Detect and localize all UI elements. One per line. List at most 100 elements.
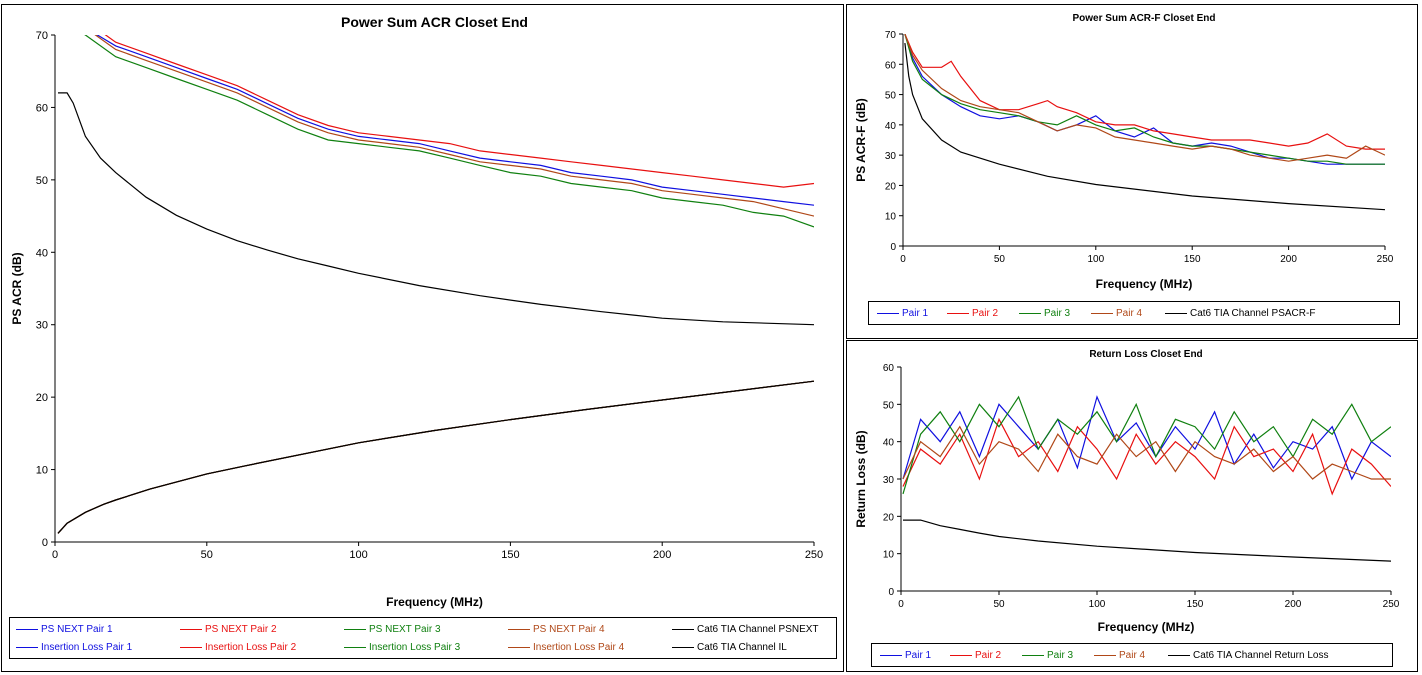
legend-item: Pair 3 bbox=[1019, 308, 1070, 319]
series-line-pair-1 bbox=[904, 34, 1385, 165]
legend-item: Cat6 TIA Channel PSNEXT bbox=[672, 624, 819, 635]
legend-item: Cat6 TIA Channel IL bbox=[672, 642, 787, 653]
x-tick-label: 0 bbox=[52, 549, 58, 561]
y-tick-label: 70 bbox=[36, 30, 48, 42]
x-axis-label: Frequency (MHz) bbox=[386, 595, 483, 609]
series-line-cat6-tia-channel-psacr-f bbox=[904, 43, 1385, 211]
x-tick-label: 50 bbox=[994, 254, 1006, 265]
legend-swatch bbox=[877, 313, 899, 314]
legend-item: Pair 4 bbox=[1094, 650, 1145, 661]
chart-title: Power Sum ACR-F Closet End bbox=[1073, 13, 1216, 24]
series-line-pair-2 bbox=[904, 34, 1385, 150]
series-line-ps-next-pair-1 bbox=[96, 35, 814, 206]
legend-swatch bbox=[344, 629, 366, 630]
chart-title: Return Loss Closet End bbox=[1089, 349, 1202, 360]
y-tick-label: 60 bbox=[883, 363, 895, 374]
y-axis-label: PS ACR (dB) bbox=[10, 252, 24, 324]
legend-swatch bbox=[1168, 655, 1190, 656]
series-line-insertion-loss-pair-3 bbox=[57, 380, 814, 534]
y-tick-label: 50 bbox=[885, 91, 897, 102]
legend-swatch bbox=[880, 655, 902, 656]
y-tick-label: 30 bbox=[885, 151, 897, 162]
legend-item: Pair 2 bbox=[947, 308, 998, 319]
legend-swatch bbox=[1022, 655, 1044, 656]
x-tick-label: 250 bbox=[1377, 254, 1394, 265]
y-tick-label: 10 bbox=[36, 465, 48, 477]
legend-swatch bbox=[508, 647, 530, 648]
y-tick-label: 40 bbox=[36, 247, 48, 259]
x-tick-label: 100 bbox=[1087, 254, 1104, 265]
y-tick-label: 50 bbox=[883, 400, 895, 411]
legend-swatch bbox=[508, 629, 530, 630]
y-tick-label: 50 bbox=[36, 175, 48, 187]
legend-swatch bbox=[344, 647, 366, 648]
legend-swatch bbox=[1019, 313, 1041, 314]
acrf-chart: Power Sum ACR-F Closet End 0 10 20 30 40 50 60 7… bbox=[854, 13, 1394, 291]
y-tick-label: 40 bbox=[883, 438, 895, 449]
x-tick-label: 50 bbox=[993, 599, 1005, 610]
series-line-cat6-tia-channel-il bbox=[57, 380, 814, 534]
x-tick-label: 0 bbox=[900, 254, 906, 265]
series-line-pair-1 bbox=[902, 395, 1391, 481]
legend-swatch bbox=[180, 647, 202, 648]
legend-label: PS NEXT Pair 4 bbox=[533, 624, 605, 635]
legend-label: Pair 2 bbox=[975, 650, 1002, 661]
legend-label: Insertion Loss Pair 3 bbox=[369, 642, 461, 653]
legend-swatch bbox=[1094, 655, 1116, 656]
legend-swatch bbox=[16, 647, 38, 648]
x-axis-label: Frequency (MHz) bbox=[1096, 277, 1193, 291]
legend-swatch bbox=[16, 629, 38, 630]
legend-item: Pair 1 bbox=[880, 650, 931, 661]
series-line-insertion-loss-pair-2 bbox=[57, 380, 814, 534]
x-tick-label: 150 bbox=[1184, 254, 1201, 265]
legend-swatch bbox=[947, 313, 969, 314]
legend-label: Cat6 TIA Channel PSNEXT bbox=[697, 624, 819, 635]
series-line-ps-next-pair-4 bbox=[94, 35, 814, 217]
legend-item: Pair 1 bbox=[877, 308, 928, 319]
y-tick-label: 0 bbox=[888, 587, 894, 598]
legend-label: Pair 4 bbox=[1119, 650, 1146, 661]
legend-swatch bbox=[672, 629, 694, 630]
legend-item: Pair 4 bbox=[1091, 308, 1142, 319]
legend-item: PS NEXT Pair 4 bbox=[508, 624, 605, 635]
x-tick-label: 200 bbox=[1280, 254, 1297, 265]
y-tick-label: 30 bbox=[883, 475, 895, 486]
legend-item: Cat6 TIA Channel PSACR-F bbox=[1165, 308, 1315, 319]
legend-item: Insertion Loss Pair 2 bbox=[180, 642, 296, 653]
acrf-chart-panel: Power Sum ACR-F Closet End 0 10 20 30 40 50 60 7… bbox=[846, 4, 1418, 339]
y-tick-label: 0 bbox=[42, 537, 48, 549]
legend-label: PS NEXT Pair 3 bbox=[369, 624, 441, 635]
legend-swatch bbox=[672, 647, 694, 648]
legend-item: PS NEXT Pair 1 bbox=[16, 624, 113, 635]
y-tick-label: 40 bbox=[885, 121, 897, 132]
y-tick-label: 0 bbox=[890, 242, 896, 253]
x-tick-label: 100 bbox=[349, 549, 367, 561]
rl-chart: Return Loss Closet End 0 10 20 30 40 50 60 0 50 10… bbox=[854, 349, 1400, 634]
x-tick-label: 0 bbox=[898, 599, 904, 610]
series-line-pair-3 bbox=[902, 395, 1391, 495]
y-tick-label: 10 bbox=[885, 212, 897, 223]
y-tick-label: 20 bbox=[883, 512, 895, 523]
x-tick-label: 50 bbox=[201, 549, 213, 561]
y-tick-label: 70 bbox=[885, 30, 897, 41]
y-tick-label: 20 bbox=[36, 392, 48, 404]
legend-swatch bbox=[1091, 313, 1113, 314]
legend-item: Cat6 TIA Channel Return Loss bbox=[1168, 650, 1328, 661]
y-tick-label: 10 bbox=[883, 550, 895, 561]
x-tick-label: 250 bbox=[1383, 599, 1400, 610]
series-line-ps-next-pair-2 bbox=[104, 35, 814, 188]
legend-item: Pair 3 bbox=[1022, 650, 1073, 661]
legend-swatch bbox=[1165, 313, 1187, 314]
legend-item: PS NEXT Pair 2 bbox=[180, 624, 277, 635]
legend-label: Pair 1 bbox=[902, 308, 929, 319]
series-line-pair-4 bbox=[904, 34, 1385, 162]
legend-label: Pair 3 bbox=[1047, 650, 1074, 661]
legend-swatch bbox=[950, 655, 972, 656]
x-tick-label: 150 bbox=[1187, 599, 1204, 610]
x-tick-label: 200 bbox=[653, 549, 671, 561]
y-axis-label: Return Loss (dB) bbox=[854, 430, 868, 527]
legend-label: PS NEXT Pair 2 bbox=[205, 624, 277, 635]
legend-label: Pair 2 bbox=[972, 308, 999, 319]
y-tick-label: 60 bbox=[36, 102, 48, 114]
legend-label: Cat6 TIA Channel Return Loss bbox=[1193, 650, 1329, 661]
